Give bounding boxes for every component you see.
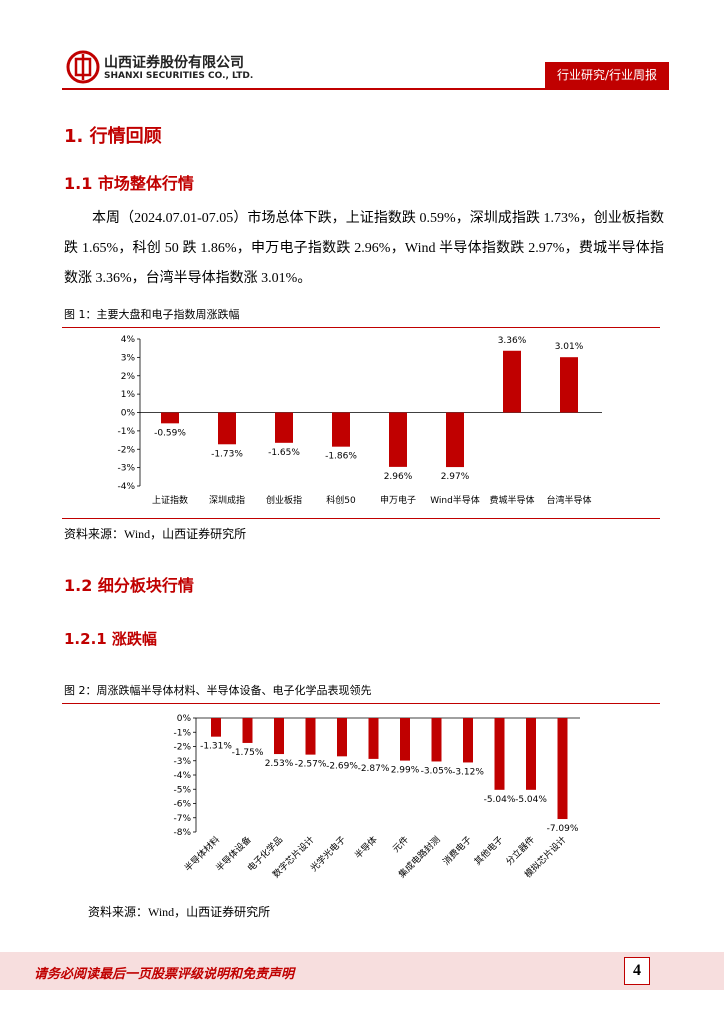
y-tick-label: -3% xyxy=(117,464,135,474)
bar xyxy=(161,412,179,424)
y-tick-label: -2% xyxy=(117,445,135,455)
footer-band xyxy=(0,952,724,990)
figure-source: 资料来源：Wind，山西证券研究所 xyxy=(88,905,271,919)
category-tag: 行业研究/行业周报 xyxy=(545,62,669,88)
value-label: -3.05% xyxy=(421,766,453,776)
rule xyxy=(62,327,660,328)
value-label: -1.31% xyxy=(200,742,232,752)
bar xyxy=(503,350,521,413)
bar xyxy=(368,718,379,759)
y-tick-label: -2% xyxy=(173,743,191,753)
value-label: -1.86% xyxy=(325,452,357,462)
x-tick-label: 半导体 xyxy=(352,834,380,862)
y-tick-label: -1% xyxy=(173,728,191,738)
rule xyxy=(62,518,660,519)
bar xyxy=(389,412,407,467)
logo xyxy=(66,50,100,84)
x-tick-label: Wind半导体 xyxy=(430,494,480,506)
y-tick-label: -8% xyxy=(173,828,191,838)
bar xyxy=(446,412,464,468)
bar xyxy=(274,718,284,755)
bar xyxy=(494,718,505,790)
bar xyxy=(400,718,410,761)
x-tick-label: 费城半导体 xyxy=(489,494,534,506)
bar xyxy=(332,412,350,447)
y-tick-label: -4% xyxy=(117,482,135,492)
heading: 1. 行情回顾 xyxy=(64,126,162,147)
bar xyxy=(337,718,347,757)
footer-notice: 请务必阅读最后一页股票评级说明和免责声明 xyxy=(34,966,295,981)
heading: 1.2 细分板块行情 xyxy=(64,576,194,595)
y-tick-label: 2% xyxy=(121,372,136,382)
page-number: 4 xyxy=(624,957,650,985)
y-tick-label: -7% xyxy=(173,814,191,824)
bar xyxy=(242,718,253,743)
value-label: 3.01% xyxy=(555,342,584,352)
x-tick-label: 科创50 xyxy=(326,494,356,506)
x-tick-label: 其他电子 xyxy=(472,834,506,868)
bar xyxy=(557,718,568,820)
bar xyxy=(526,718,536,790)
chart: 4% 3% 2% 1% 0% -1% -2% -3% -4% -0.59% 上证指数 -1.73% 深圳… xyxy=(117,335,602,506)
figure-caption: 图 1：主要大盘和电子指数周涨跌幅 xyxy=(64,308,240,321)
value-label: -0.59% xyxy=(154,428,186,438)
value-label: -5.04% xyxy=(515,795,547,805)
y-tick-label: 0% xyxy=(121,409,136,419)
value-label: -1.75% xyxy=(232,748,264,758)
bar xyxy=(463,718,473,763)
value-label: -2.57% xyxy=(295,760,327,770)
y-tick-label: 1% xyxy=(121,390,136,400)
bar xyxy=(211,718,221,737)
x-tick-label: 申万电子 xyxy=(380,494,416,506)
value-label: -7.09% xyxy=(547,824,579,834)
value-label: -5.04% xyxy=(484,795,516,805)
value-label: -1.65% xyxy=(268,448,300,458)
value-label: 2.99% xyxy=(391,766,420,776)
x-tick-label: 深圳成指 xyxy=(209,494,245,506)
y-tick-label: 0% xyxy=(177,714,192,724)
y-tick-label: -4% xyxy=(173,771,191,781)
value-label: -3.12% xyxy=(452,767,484,777)
bar xyxy=(560,357,578,413)
chart: 0%-1%-2%-3%-4%-5%-6%-7%-8%-1.31%半导体材料-1.… xyxy=(173,714,580,880)
value-label: 2.97% xyxy=(441,472,470,482)
figure-source: 资料来源：Wind，山西证券研究所 xyxy=(64,527,247,541)
bar xyxy=(305,718,316,755)
y-tick-label: 4% xyxy=(121,335,136,345)
y-tick-label: 3% xyxy=(121,353,136,363)
value-label: -1.73% xyxy=(211,449,243,459)
company-cn: 山西证券股份有限公司 xyxy=(104,55,244,71)
value-label: -2.87% xyxy=(358,764,390,774)
x-tick-label: 上证指数 xyxy=(152,494,188,506)
paragraph: 本周（2024.07.01-07.05）市场总体下跌，上证指数跌 0.59%，深… xyxy=(64,211,664,286)
value-label: 3.36% xyxy=(498,336,527,346)
x-tick-label: 台湾半导体 xyxy=(546,494,591,506)
y-tick-label: -6% xyxy=(173,800,191,810)
x-tick-label: 创业板指 xyxy=(266,494,302,506)
bar xyxy=(431,718,442,762)
y-tick-label: -1% xyxy=(117,427,135,437)
x-tick-label: 分立器件 xyxy=(503,834,537,868)
bar xyxy=(275,412,293,443)
bar xyxy=(218,412,236,445)
value-label: -2.69% xyxy=(326,761,358,771)
value-label: 2.96% xyxy=(384,472,413,482)
y-tick-label: -5% xyxy=(173,785,191,795)
header-rule xyxy=(62,88,669,90)
x-tick-label: 消费电子 xyxy=(440,834,474,868)
figure-caption: 图 2：周涨跌幅半导体材料、半导体设备、电子化学品表现领先 xyxy=(64,684,372,697)
y-tick-label: -3% xyxy=(173,757,191,767)
heading: 1.2.1 涨跌幅 xyxy=(64,630,157,648)
company-en: SHANXI SECURITIES CO., LTD. xyxy=(104,71,254,81)
value-label: 2.53% xyxy=(265,759,294,769)
rule xyxy=(62,703,660,704)
x-tick-label: 元件 xyxy=(390,834,411,855)
heading: 1.1 市场整体行情 xyxy=(64,174,194,193)
